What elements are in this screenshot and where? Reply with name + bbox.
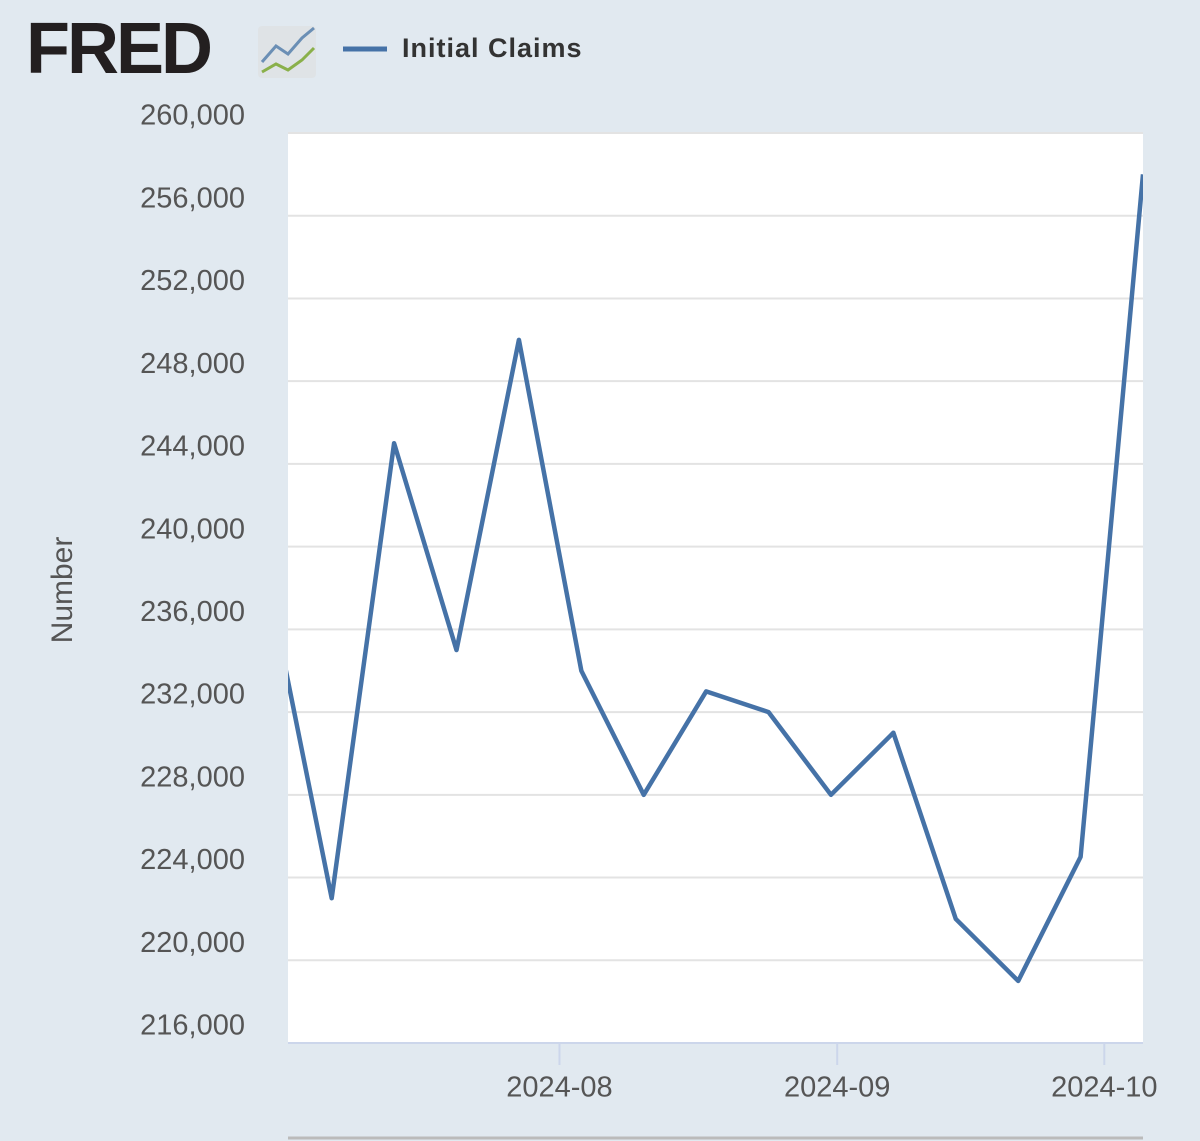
logo-icon-line xyxy=(260,26,315,63)
y-tick-label: 256,000 xyxy=(140,182,245,214)
y-tick-label: 240,000 xyxy=(140,513,245,545)
y-tick-label: 228,000 xyxy=(140,761,245,793)
y-tick-label: 220,000 xyxy=(140,927,245,959)
y-tick-label: 260,000 xyxy=(140,100,245,132)
y-axis-label: Number xyxy=(46,537,79,644)
series xyxy=(288,174,1143,984)
x-tick-label: 2024-09 xyxy=(784,1072,890,1104)
y-tick-label: 232,000 xyxy=(140,679,245,711)
y-tick-label: 224,000 xyxy=(140,844,245,876)
y-tick-label: 244,000 xyxy=(140,431,245,463)
legend-label: Initial Claims xyxy=(402,33,583,63)
y-tick-label: 252,000 xyxy=(140,265,245,297)
logo: FRED xyxy=(26,9,316,89)
y-tick-label: 236,000 xyxy=(140,596,245,628)
x-tick-label: 2024-08 xyxy=(506,1072,612,1104)
logo-icon-line xyxy=(261,46,316,74)
plot-area xyxy=(288,133,1143,1043)
y-tick-label: 216,000 xyxy=(140,1010,245,1042)
logo-text: FRED xyxy=(26,9,210,89)
y-tick-label: 248,000 xyxy=(140,348,245,380)
line xyxy=(288,174,1143,984)
x-tick-label: 2024-10 xyxy=(1051,1072,1157,1104)
